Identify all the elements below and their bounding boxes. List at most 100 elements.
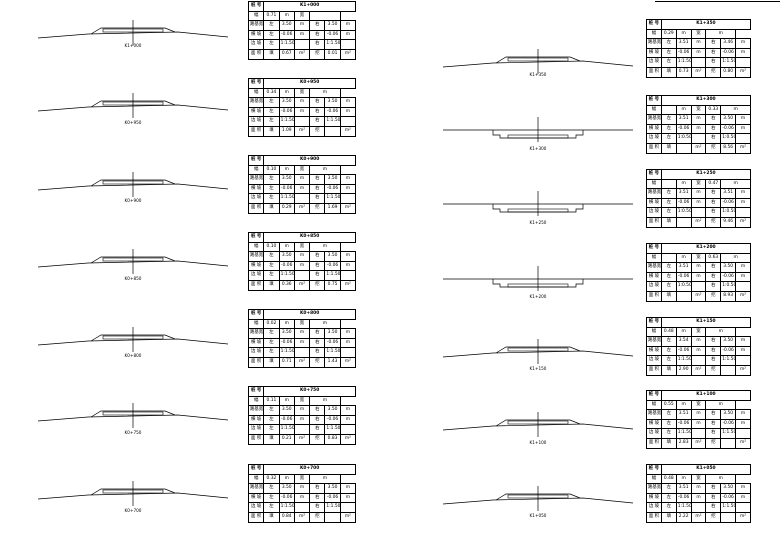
table-cell: 左 xyxy=(263,251,280,262)
table-cell: -0.06 xyxy=(675,197,692,209)
table-cell: 0.67 xyxy=(278,48,295,60)
table-cell: 0.80 xyxy=(720,66,737,78)
table-cell: 右 xyxy=(705,345,722,357)
table-cell: m xyxy=(278,164,295,176)
table-cell: m xyxy=(339,251,357,262)
table-cell: 幅 xyxy=(247,87,265,99)
table-cell: K1+150 xyxy=(660,317,752,328)
table-cell: 1:1.50 xyxy=(278,502,295,513)
table-row: 横 坡左 -0.06 m 右 -0.06 m xyxy=(247,29,357,41)
table-cell: 右 xyxy=(705,336,722,347)
table-cell: 右 xyxy=(309,106,326,118)
table-cell: 挖 xyxy=(309,125,326,137)
table-cell: 挖 xyxy=(705,216,722,228)
table-cell: m xyxy=(293,174,311,185)
table-cell: 面 积 xyxy=(247,433,265,445)
table-cell: 横 坡 xyxy=(247,183,265,195)
table-cell: -0.06 xyxy=(720,123,737,135)
table-cell: K1+200 xyxy=(660,243,752,254)
table-cell xyxy=(660,178,677,190)
table-cell xyxy=(339,116,357,127)
table-cell: 右 xyxy=(705,418,722,430)
station-label: K1+000 xyxy=(125,43,142,48)
table-cell: 右 xyxy=(309,483,326,494)
table-cell: 填 xyxy=(660,511,677,523)
table-cell: m xyxy=(278,473,295,485)
table-cell: 桩 号 xyxy=(646,317,662,328)
table-cell: 右 xyxy=(705,428,722,439)
table-cell: m² xyxy=(339,125,357,137)
table-cell: m xyxy=(690,188,707,199)
table-cell: m² xyxy=(293,48,311,60)
table-cell: -0.06 xyxy=(675,271,692,283)
table-cell: m xyxy=(278,395,295,407)
table-cell: m xyxy=(339,183,357,195)
station-label: K0+950 xyxy=(125,120,142,125)
table-cell: m xyxy=(735,188,751,199)
table-cell: -0.06 xyxy=(324,106,341,118)
table-row: 幅 m 宽 0.63 m xyxy=(646,252,751,264)
table-cell: 边 坡 xyxy=(247,270,265,281)
table-cell: 面 积 xyxy=(646,511,662,523)
station-label: K0+900 xyxy=(125,198,142,203)
table-cell xyxy=(735,428,751,439)
table-cell: 左 xyxy=(660,502,677,513)
table-cell: K1+050 xyxy=(660,464,752,475)
table-cell: 幅 xyxy=(646,399,662,411)
table-cell: 右 xyxy=(309,97,326,108)
table-cell: 路基宽 xyxy=(646,114,662,125)
table-cell: 1:1.50 xyxy=(278,39,295,50)
table-cell: 左 xyxy=(263,337,280,349)
table-cell: m xyxy=(278,87,295,99)
table-cell: m xyxy=(735,418,751,430)
table-cell: 横 坡 xyxy=(646,492,662,504)
table-cell: m xyxy=(735,38,751,49)
table-cell: m xyxy=(293,183,311,195)
table-cell: 幅 xyxy=(646,28,662,40)
table-row: 边 坡左 1:0.50 右 1:0.50 xyxy=(646,207,751,218)
table-cell xyxy=(293,347,311,358)
table-cell: 横 坡 xyxy=(646,345,662,357)
table-cell: 3.50 xyxy=(324,405,341,416)
table-cell: 右 xyxy=(705,483,722,494)
table-cell: 左 xyxy=(660,492,677,504)
table-cell: 2.22 xyxy=(675,511,692,523)
table-cell: 填 xyxy=(660,142,677,154)
table-cell: 路基宽 xyxy=(247,174,265,185)
table-cell: m² xyxy=(293,356,311,368)
table-cell: m xyxy=(735,271,751,283)
table-cell: 3.50 xyxy=(278,328,295,339)
table-cell: 1:1.50 xyxy=(675,57,692,68)
station-label: K0+700 xyxy=(125,508,142,513)
table-cell: 左 xyxy=(263,502,280,513)
table-cell: m xyxy=(293,106,311,118)
table-row: 桩 号 K0+800 xyxy=(247,309,356,320)
table-cell: m² xyxy=(735,364,751,376)
table-cell: 1:1.50 xyxy=(720,57,737,68)
table-cell: 0.10 xyxy=(263,164,280,176)
table-cell: -0.06 xyxy=(278,414,295,426)
table-cell: K0+700 xyxy=(263,464,356,475)
table-row: 面 积填 0.84 m² 挖 m² xyxy=(247,511,357,523)
table-cell: 3.50 xyxy=(278,483,295,494)
table-cell: K0+800 xyxy=(263,309,356,320)
table-cell: 右 xyxy=(309,270,326,281)
table-cell: 1:0.50 xyxy=(675,281,692,292)
table-row: 横 坡左 -0.06 m 右 -0.06 m xyxy=(247,492,357,504)
table-cell: 3.50 xyxy=(278,20,295,31)
table-cell: 挖 xyxy=(705,66,722,78)
table-cell: 1:1.50 xyxy=(324,270,341,281)
table-cell: m xyxy=(278,241,295,253)
table-row: 路基宽左 3.51 m 右 3.50 m xyxy=(646,483,751,494)
table-cell: 0.83 xyxy=(324,433,341,445)
table-cell: 1:1.50 xyxy=(324,193,341,204)
table-row: 面 积填 m² 挖 8.56 m² xyxy=(646,142,751,154)
table-cell: 0.84 xyxy=(278,511,295,523)
table-row: 幅 m 宽 0.33 m xyxy=(646,104,751,116)
table-cell: 桩 号 xyxy=(247,78,265,89)
table-cell xyxy=(690,207,707,218)
table-cell: 填 xyxy=(263,279,280,291)
table-cell: 3.50 xyxy=(720,409,737,420)
station-label: K1+200 xyxy=(530,294,547,299)
table-cell: -0.06 xyxy=(278,492,295,504)
